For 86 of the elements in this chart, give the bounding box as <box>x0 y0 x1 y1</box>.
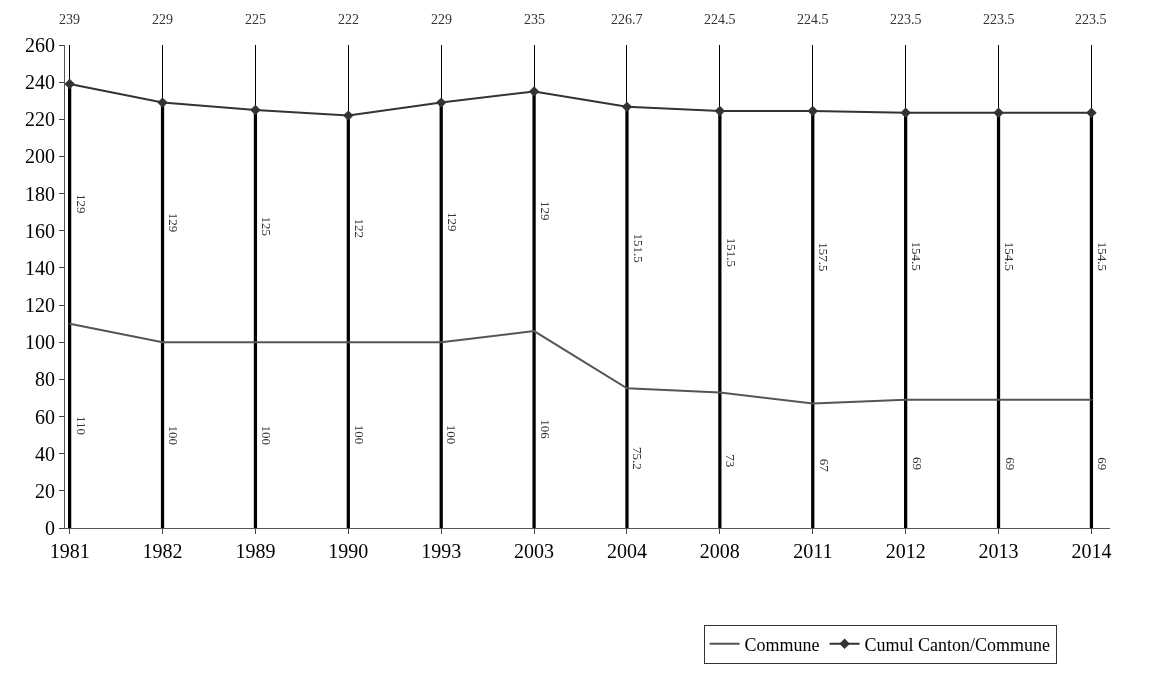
y-tick-label: 80 <box>35 368 55 391</box>
point <box>157 97 168 108</box>
point <box>1086 107 1097 119</box>
data-label: 224.5 <box>797 12 829 27</box>
bar <box>996 399 1001 528</box>
x-tick-label: 2011 <box>793 540 833 562</box>
y-tick-label: 140 <box>25 256 55 279</box>
data-label: 69 <box>1002 457 1018 471</box>
legend-label: Commune <box>744 634 820 655</box>
data-label: 235 <box>524 12 545 27</box>
data-label: 129 <box>444 212 460 232</box>
y-tick-label: 60 <box>35 405 55 428</box>
data-label: 154.5 <box>1001 241 1017 271</box>
data-label: 110 <box>73 416 89 436</box>
data-label: 100 <box>258 425 274 446</box>
point <box>993 107 1004 119</box>
y-tick-label: 180 <box>25 182 55 205</box>
data-label: 151.5 <box>630 233 646 263</box>
data-label: 67 <box>816 458 832 473</box>
data-label: 125 <box>258 216 274 237</box>
data-label: 239 <box>59 12 80 27</box>
point <box>900 107 911 119</box>
point <box>250 104 261 116</box>
point <box>621 101 633 113</box>
y-tick-label: 100 <box>25 331 55 354</box>
data-label: 100 <box>165 425 181 445</box>
y-tick-label: 20 <box>35 479 55 502</box>
y-tick-label: 260 <box>25 34 55 56</box>
data-label: 100 <box>351 424 367 445</box>
data-label: 222 <box>338 12 359 27</box>
x-tick-label: 1982 <box>142 540 183 562</box>
bar <box>904 399 908 528</box>
x-tick-label: 2013 <box>978 540 1019 562</box>
line-series <box>68 322 1093 405</box>
data-label: 106 <box>537 419 553 440</box>
point <box>64 78 75 90</box>
y-tick-label: 120 <box>25 294 55 317</box>
y-tick-label: 220 <box>25 108 55 131</box>
data-label: 100 <box>444 424 460 445</box>
data-label: 129 <box>166 212 182 233</box>
bar <box>253 342 258 528</box>
point <box>343 110 354 121</box>
y-tick-label: 0 <box>45 517 55 539</box>
data-label: 154.5 <box>909 241 925 271</box>
legend-label: Cumul Canton/Commune <box>864 634 1051 655</box>
bar <box>160 342 165 528</box>
data-label: 122 <box>352 218 368 238</box>
data-label: 69 <box>909 457 925 471</box>
point <box>528 86 540 97</box>
data-label: 154.5 <box>1094 241 1110 271</box>
data-label: 223.5 <box>890 12 922 27</box>
data-label: 226.7 <box>611 12 643 27</box>
x-tick-label: 1990 <box>328 540 369 562</box>
data-label: 223.5 <box>1075 12 1107 27</box>
x-tick-label: 1993 <box>421 540 462 562</box>
bar <box>439 342 443 528</box>
point <box>436 97 447 108</box>
y-tick-label: 200 <box>25 145 55 168</box>
y-tick-label: 40 <box>35 442 55 465</box>
data-label: 229 <box>431 12 452 27</box>
data-label: 224.5 <box>704 12 736 27</box>
data-label: 73 <box>723 454 739 468</box>
bar <box>346 342 350 528</box>
bar <box>625 388 629 528</box>
bar <box>532 331 536 528</box>
data-label: 151.5 <box>723 237 739 267</box>
data-label: 75.2 <box>630 447 646 470</box>
x-tick-label: 2004 <box>606 540 647 562</box>
bar <box>811 403 815 528</box>
data-label: 225 <box>245 12 266 27</box>
x-tick-label: 2014 <box>1071 540 1112 562</box>
x-tick-label: 2008 <box>699 540 740 562</box>
data-label: 157.5 <box>816 242 832 272</box>
point <box>807 105 818 117</box>
x-tick-label: 2003 <box>514 540 555 562</box>
y-tick-label: 160 <box>25 219 55 242</box>
data-label: 129 <box>537 201 553 221</box>
y-tick-label: 240 <box>25 71 55 94</box>
x-tick-label: 1981 <box>49 540 90 562</box>
x-tick-label: 2012 <box>885 540 926 562</box>
x-tick-label: 1989 <box>235 540 276 562</box>
data-label: 223.5 <box>983 12 1015 27</box>
data-label: 229 <box>152 12 173 27</box>
bar <box>718 392 722 528</box>
data-label: 129 <box>73 194 89 214</box>
data-label: 69 <box>1095 457 1111 471</box>
